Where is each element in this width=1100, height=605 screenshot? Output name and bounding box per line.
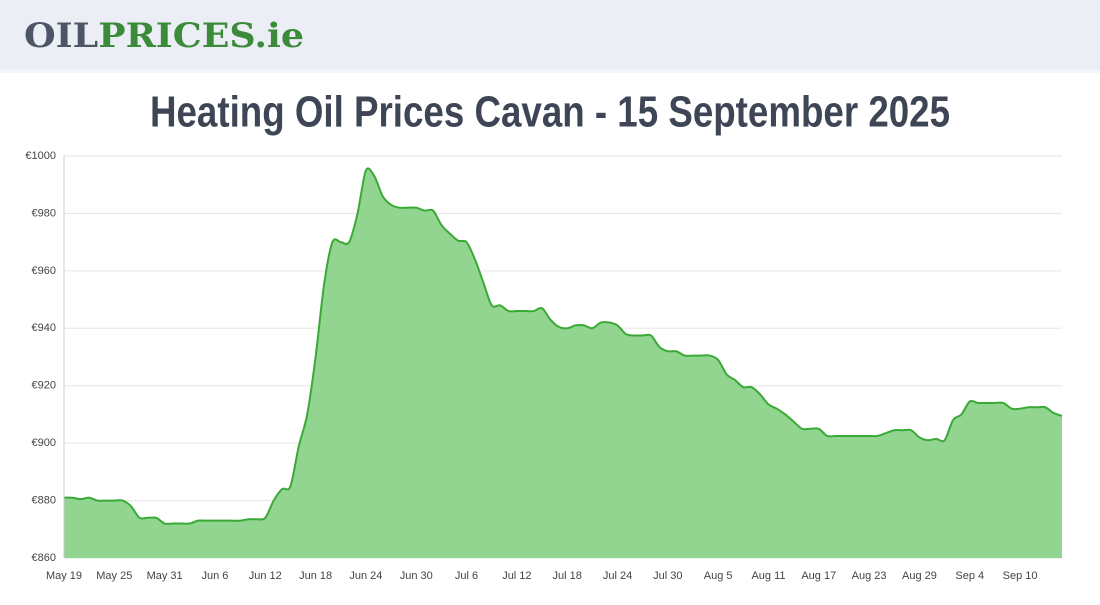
y-tick-label: €980 [32,207,56,219]
x-tick-label: Aug 5 [704,570,733,582]
x-tick-label: Jun 6 [201,570,228,582]
y-tick-label: €920 [32,380,56,392]
logo-part: OIL [24,16,98,56]
header-shadow [0,70,1100,73]
x-tick-label: Jul 12 [502,570,531,582]
x-tick-label: Jun 12 [249,570,282,582]
y-tick-label: €860 [32,552,56,564]
header-bar [0,0,1100,70]
y-tick-label: €900 [32,437,56,449]
x-tick-label: Aug 11 [751,570,785,582]
x-tick-label: Jul 18 [553,570,582,582]
x-tick-label: May 25 [96,570,132,582]
area [64,168,1062,558]
logo[interactable]: OIL PRICES .ie [24,16,304,56]
line [63,167,1063,525]
x-tick-label: Sep 10 [1003,570,1038,582]
x-tick-label: Jun 18 [299,570,332,582]
y-tick-label: €1000 [25,150,56,162]
chart-title: Heating Oil Prices Cavan - 15 September … [150,88,950,137]
x-tick-label: Aug 23 [852,570,887,582]
x-tick-label: Jun 24 [349,570,382,582]
y-tick-label: €880 [32,494,56,506]
x-tick-label: Jun 30 [400,570,433,582]
x-tick-label: Jul 24 [603,570,632,582]
y-tick-label: €960 [32,265,56,277]
logo-part: PRICES [98,16,254,56]
y-tick-label: €940 [32,322,56,334]
x-tick-label: May 19 [46,570,82,582]
x-tick-label: Aug 29 [902,570,937,582]
x-tick-label: May 31 [147,570,183,582]
chart: €860 €880 €900 €920 €940 €960 €980 €1000 May 19 M… [25,150,1063,582]
x-tick-label: Jul 6 [455,570,478,582]
x-tick-label: Aug 17 [801,570,836,582]
x-tick-label: Jul 30 [653,570,682,582]
x-tick-label: Sep 4 [955,570,984,582]
logo-part: .ie [254,16,304,56]
